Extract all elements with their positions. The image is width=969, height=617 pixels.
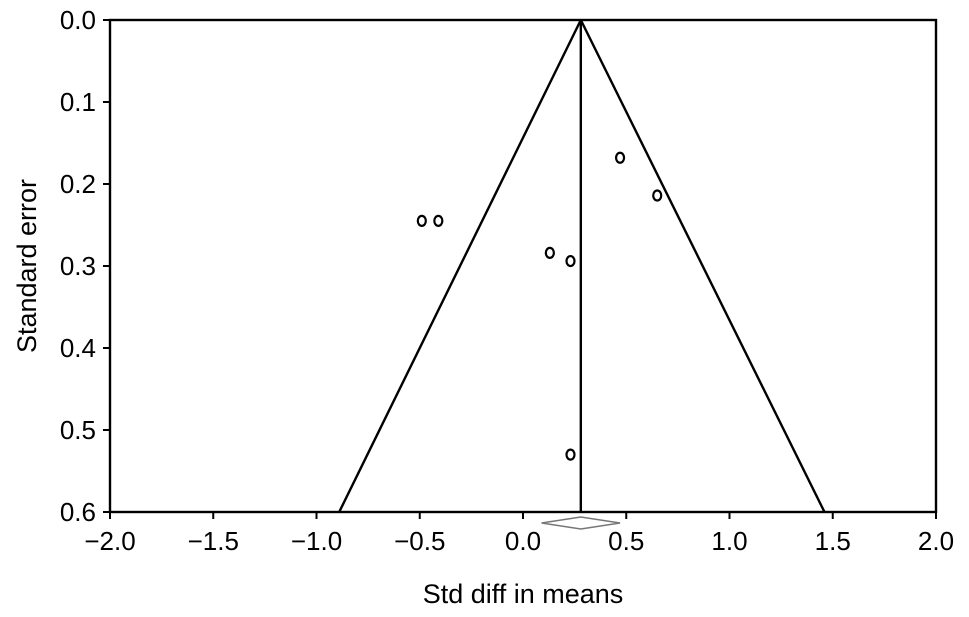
summary-diamond [541,516,621,530]
points-layer [416,151,663,461]
x-axis-title: Std diff in means [423,579,624,609]
x-axis: −2.0 −1.5 −1.0 −0.5 0.0 0.5 1.0 1.5 2.0 [84,512,954,556]
funnel-left-line [338,19,582,513]
x-tick-label: 1.0 [711,526,747,556]
y-axis-title: Standard error [12,179,42,353]
x-tick-label: −1.5 [188,526,239,556]
x-tick-label: 0.0 [505,526,541,556]
study-point-6 [652,189,663,202]
x-tick-label: 0.5 [608,526,644,556]
study-point-2 [433,214,444,227]
y-axis: 0.0 0.1 0.2 0.3 0.4 0.5 0.6 [60,5,110,527]
x-tick-label: −2.0 [84,526,135,556]
x-tick-label: 1.5 [815,526,851,556]
y-tick-label: 0.2 [60,169,96,199]
funnel-right-line [579,19,826,513]
x-tick-label: 2.0 [918,526,954,556]
study-point-3 [544,246,555,259]
y-tick-label: 0.3 [60,251,96,281]
study-point-4 [565,254,576,268]
x-tick-label: −0.5 [394,526,445,556]
x-tick-label: −1.0 [291,526,342,556]
y-tick-label: 0.5 [60,415,96,445]
y-tick-label: 0.0 [60,5,96,35]
y-tick-label: 0.1 [60,87,96,117]
y-tick-label: 0.4 [60,333,96,363]
funnel-layer [338,19,826,530]
y-tick-label: 0.6 [60,497,96,527]
study-point-7 [565,448,576,461]
plot-frame [108,18,938,514]
study-point-5 [614,151,626,164]
study-point-1 [416,214,427,227]
